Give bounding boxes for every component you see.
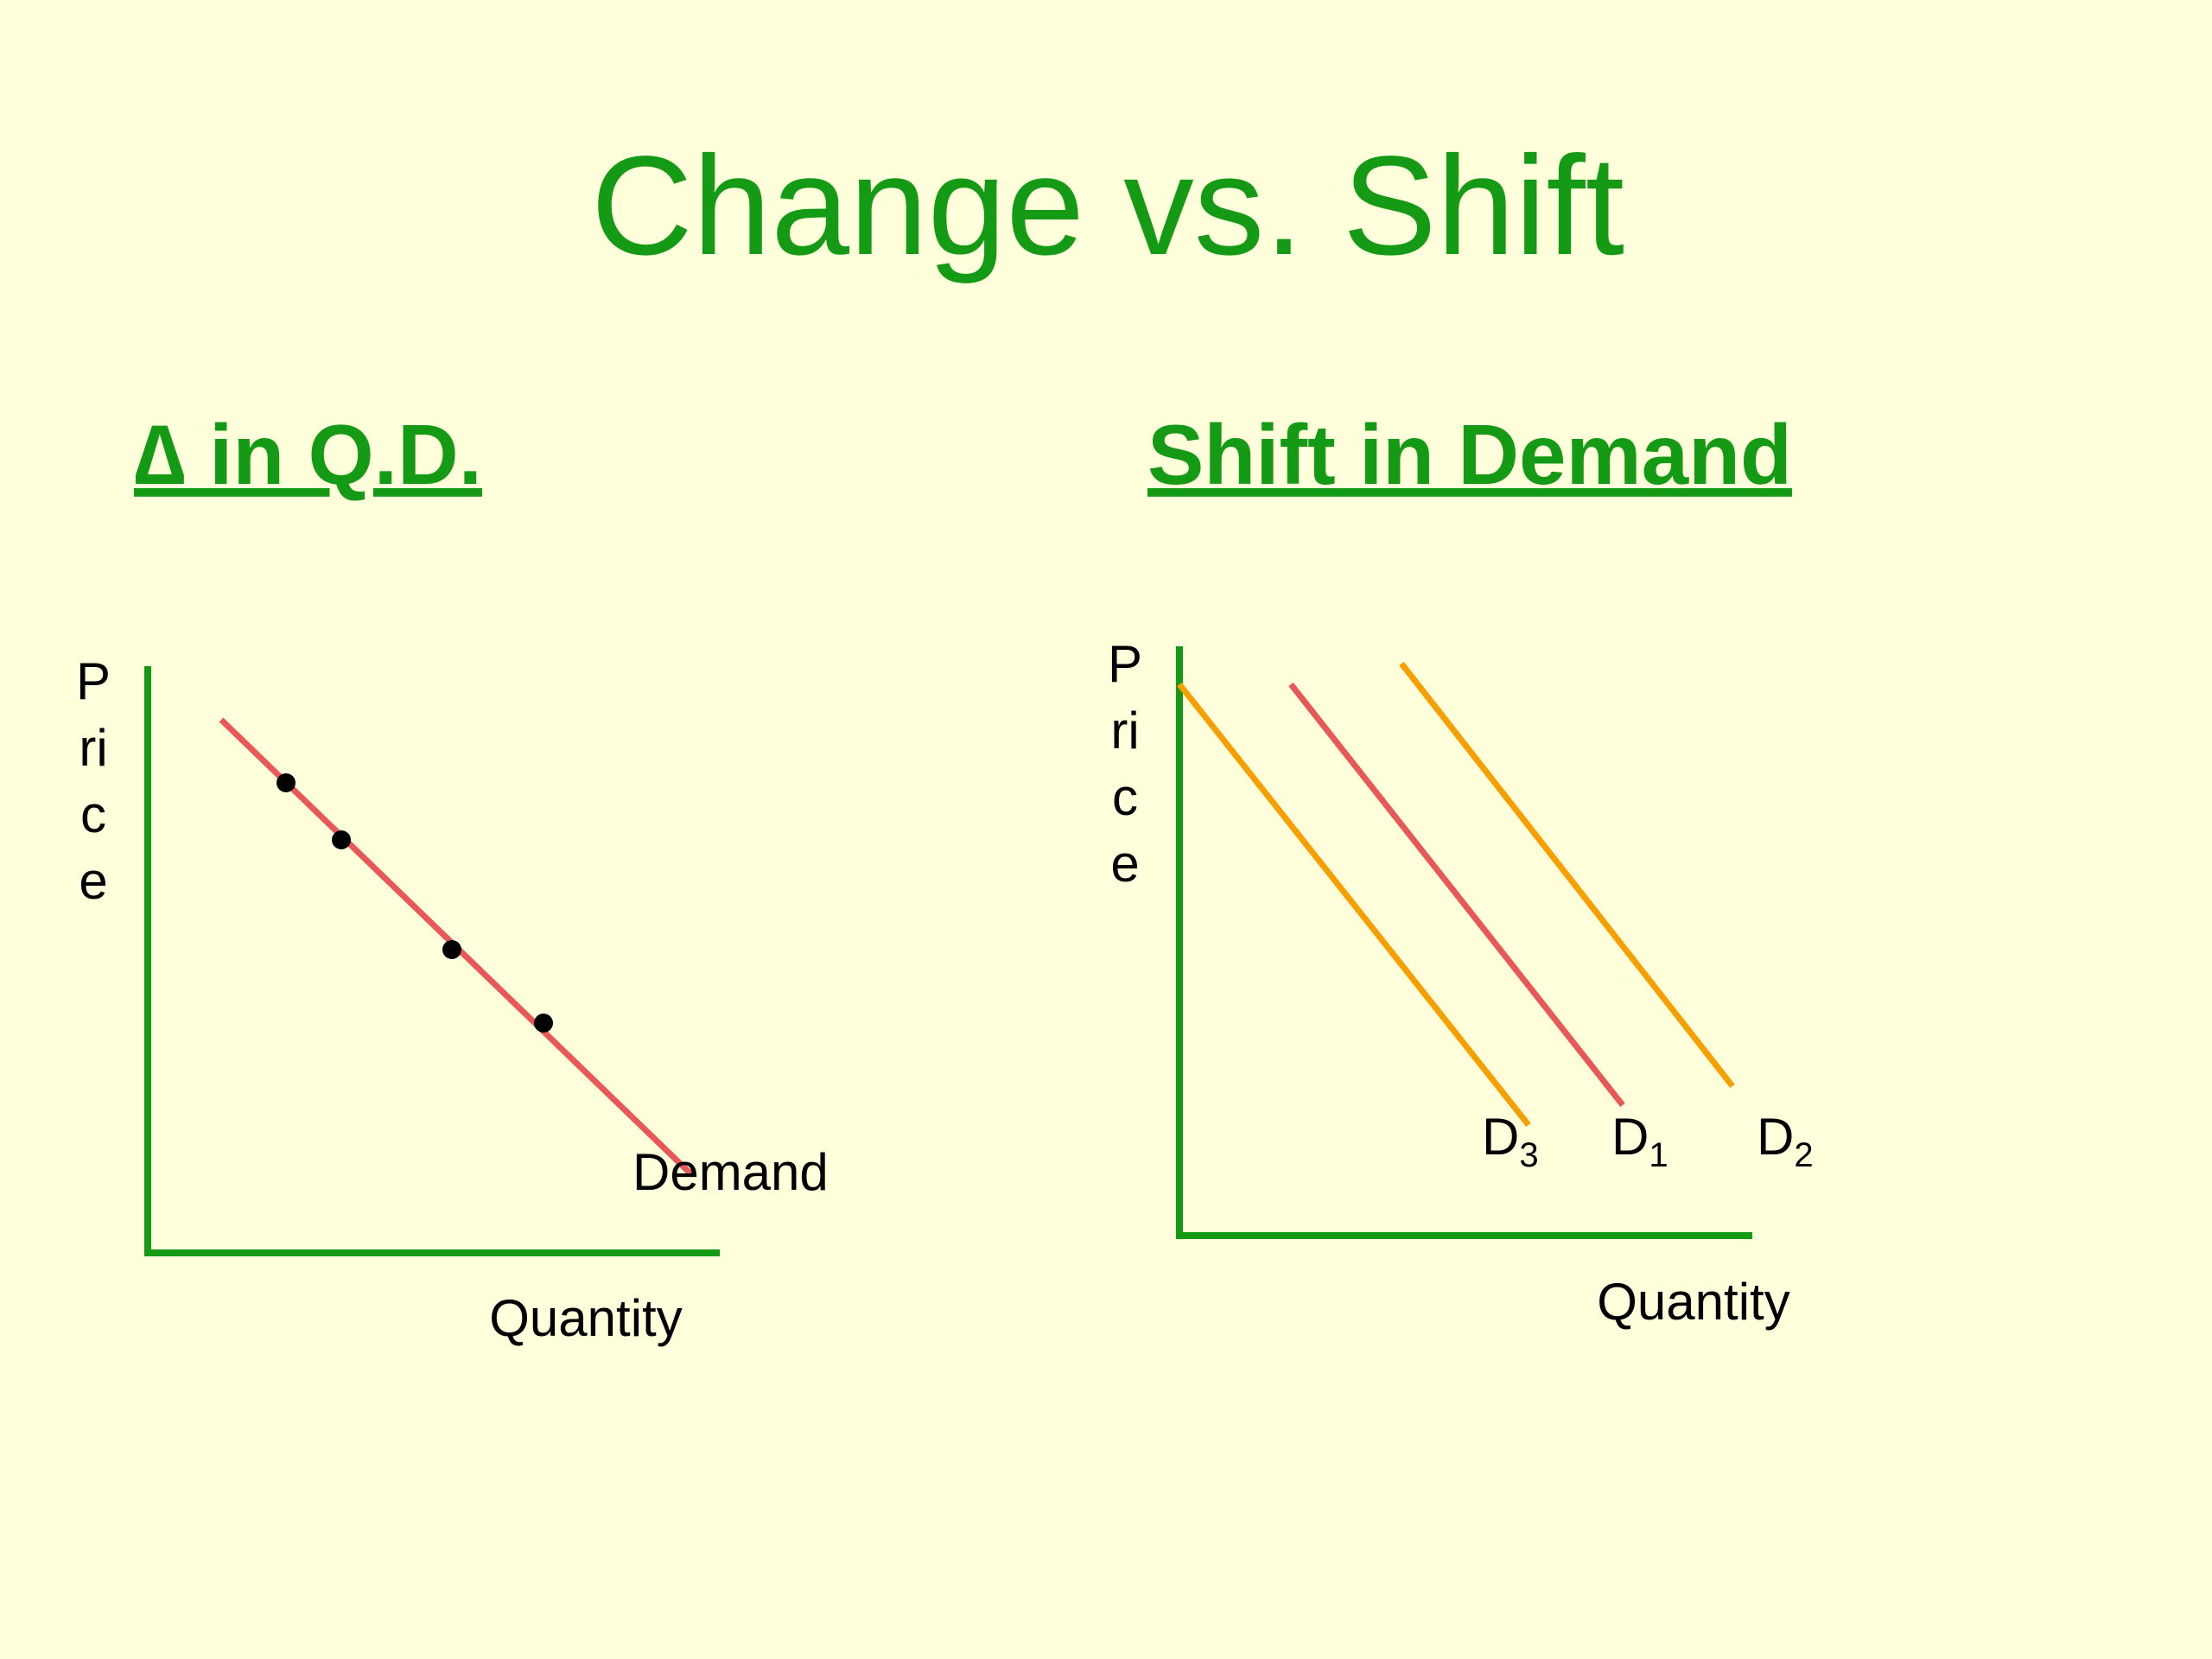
curve-subscript: 1 <box>1649 1136 1668 1174</box>
curve-subscript: 2 <box>1794 1136 1813 1174</box>
left-heading: ∆ in Q.D. <box>134 407 482 502</box>
slide-title: Change vs. Shift <box>591 126 1624 284</box>
point <box>332 830 351 849</box>
curve-label: D2 <box>1757 1108 1814 1174</box>
curve-name: D <box>1611 1108 1649 1166</box>
point <box>442 940 461 959</box>
curve-name: D <box>1482 1108 1519 1166</box>
y-axis-label: Price <box>1107 635 1143 893</box>
point <box>534 1014 553 1033</box>
curve-label: D3 <box>1482 1108 1539 1174</box>
curve-label: D1 <box>1611 1108 1669 1174</box>
demand-curve <box>1177 682 1531 1128</box>
point <box>276 773 296 792</box>
demand-curve <box>1399 661 1735 1089</box>
y-axis-label: Price <box>75 652 111 910</box>
x-axis-label: Quantity <box>1597 1273 1789 1331</box>
curve-subscript: 3 <box>1519 1136 1538 1174</box>
x-axis-label: Quantity <box>489 1289 682 1347</box>
right-heading: Shift in Demand <box>1147 407 1792 502</box>
demand-curve <box>1288 682 1625 1108</box>
curve-name: D <box>1757 1108 1794 1166</box>
curve-label: Demand <box>632 1143 829 1201</box>
